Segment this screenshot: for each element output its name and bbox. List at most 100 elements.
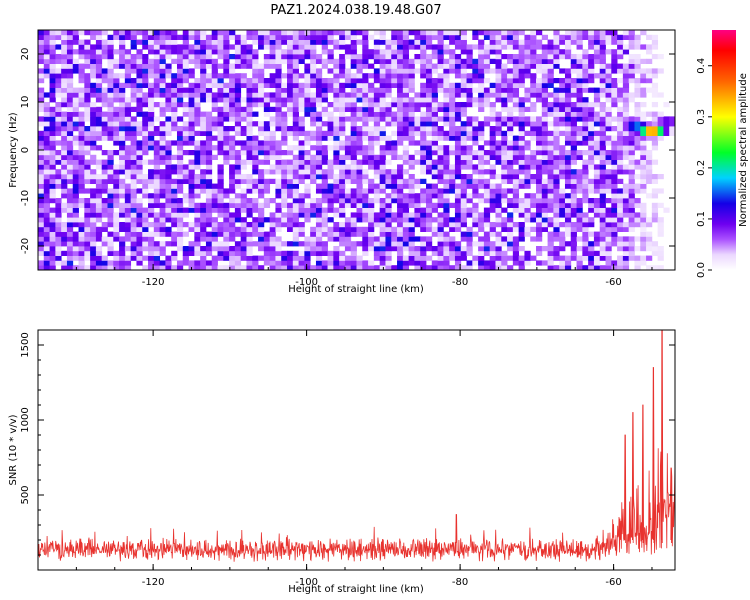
heatmap-cell — [43, 116, 50, 122]
heatmap-cell — [414, 92, 421, 98]
heatmap-cell — [576, 73, 583, 79]
heatmap-cell — [153, 73, 161, 79]
heatmap-cell — [576, 188, 583, 194]
heatmap-cell — [379, 145, 386, 151]
heatmap-cell — [397, 255, 404, 261]
heatmap-cell — [130, 44, 137, 50]
heatmap-cell — [142, 188, 149, 194]
heatmap-cell — [634, 116, 641, 122]
heatmap-cell — [287, 265, 294, 271]
heatmap-cell — [327, 231, 334, 237]
heatmap-cell — [617, 39, 624, 45]
heatmap-cell — [640, 73, 647, 79]
heatmap-cell — [350, 159, 357, 165]
heatmap-cell — [362, 169, 369, 175]
heatmap-cell — [165, 106, 172, 112]
heatmap-cell — [570, 87, 577, 93]
heatmap-cell — [188, 111, 195, 117]
heatmap-cell — [188, 54, 195, 60]
heatmap-cell — [420, 188, 427, 194]
heatmap-cell — [287, 102, 294, 108]
heatmap-cell — [194, 145, 201, 151]
heatmap-cell — [205, 207, 213, 213]
heatmap-cell — [321, 39, 328, 45]
heatmap-cell — [350, 255, 357, 261]
heatmap-cell — [234, 202, 242, 208]
heatmap-cell — [449, 178, 456, 184]
heatmap-cell — [246, 231, 253, 237]
heatmap-cell — [275, 150, 282, 156]
heatmap-cell — [72, 265, 79, 271]
heatmap-cell — [292, 116, 299, 122]
heatmap-cell — [148, 169, 155, 175]
heatmap-cell — [460, 198, 467, 204]
heatmap-cell — [536, 164, 543, 170]
heatmap-cell — [287, 178, 294, 184]
heatmap-cell — [402, 121, 410, 127]
heatmap-cell — [72, 222, 79, 228]
heatmap-cell — [437, 250, 444, 256]
heatmap-cell — [402, 246, 410, 252]
heatmap-cell — [576, 44, 583, 50]
x-tick-label: -100 — [295, 277, 318, 288]
heatmap-cell — [350, 188, 357, 194]
heatmap-cell — [547, 102, 554, 108]
heatmap-cell — [176, 212, 184, 218]
heatmap-cell — [391, 116, 398, 122]
heatmap-cell — [495, 111, 502, 117]
heatmap-cell — [483, 188, 491, 194]
heatmap-cell — [379, 68, 386, 74]
heatmap-cell — [524, 145, 531, 151]
heatmap-cell — [402, 68, 410, 74]
heatmap-cell — [564, 255, 572, 261]
heatmap-cell — [246, 226, 253, 232]
heatmap-cell — [570, 135, 577, 141]
heatmap-cell — [478, 78, 485, 84]
heatmap-cell — [640, 164, 647, 170]
heatmap-cell — [350, 126, 357, 132]
heatmap-cell — [90, 231, 97, 237]
figure-title: PAZ1.2024.038.19.48.G07 — [270, 3, 441, 18]
heatmap-cell — [142, 135, 149, 141]
heatmap-cell — [333, 102, 340, 108]
heatmap-cell — [536, 44, 543, 50]
heatmap-cell — [38, 58, 45, 64]
heatmap-cell — [391, 78, 398, 84]
heatmap-cell — [223, 222, 230, 228]
heatmap-cell — [431, 183, 438, 189]
heatmap-cell — [397, 73, 404, 79]
heatmap-cell — [339, 255, 346, 261]
heatmap-cell — [344, 106, 352, 112]
heatmap-cell — [547, 241, 554, 247]
heatmap-cell — [628, 97, 635, 103]
heatmap-cell — [84, 111, 91, 117]
heatmap-cell — [72, 102, 79, 108]
heatmap-cell — [113, 106, 120, 112]
heatmap-cell — [246, 135, 253, 141]
heatmap-cell — [234, 82, 242, 88]
heatmap-cell — [90, 135, 97, 141]
heatmap-cell — [489, 202, 496, 208]
heatmap-cell — [101, 111, 108, 117]
heatmap-cell — [194, 183, 201, 189]
heatmap-cell — [321, 154, 328, 160]
heatmap-cell — [373, 212, 381, 218]
heatmap-cell — [159, 30, 166, 36]
heatmap-cell — [530, 49, 537, 55]
heatmap-cell — [84, 222, 91, 228]
heatmap-cell — [460, 159, 467, 165]
heatmap-cell — [402, 116, 410, 122]
heatmap-cell — [321, 207, 328, 213]
heatmap-cell — [223, 102, 230, 108]
heatmap-cell — [113, 265, 120, 271]
heatmap-cell — [43, 255, 50, 261]
heatmap-cell — [379, 54, 386, 60]
heatmap-cell — [547, 207, 554, 213]
heatmap-cell — [501, 78, 508, 84]
heatmap-cell — [49, 68, 56, 74]
heatmap-cell — [373, 73, 381, 79]
heatmap-cell — [165, 121, 172, 127]
heatmap-cell — [570, 130, 577, 136]
heatmap-cell — [61, 30, 68, 36]
heatmap-cell — [420, 255, 427, 261]
